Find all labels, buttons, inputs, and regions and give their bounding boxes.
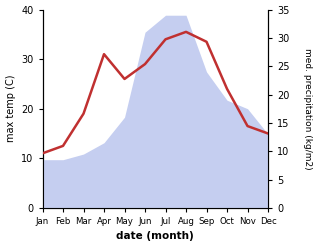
Y-axis label: med. precipitation (kg/m2): med. precipitation (kg/m2) (303, 48, 313, 169)
Y-axis label: max temp (C): max temp (C) (5, 75, 16, 143)
X-axis label: date (month): date (month) (116, 231, 194, 242)
